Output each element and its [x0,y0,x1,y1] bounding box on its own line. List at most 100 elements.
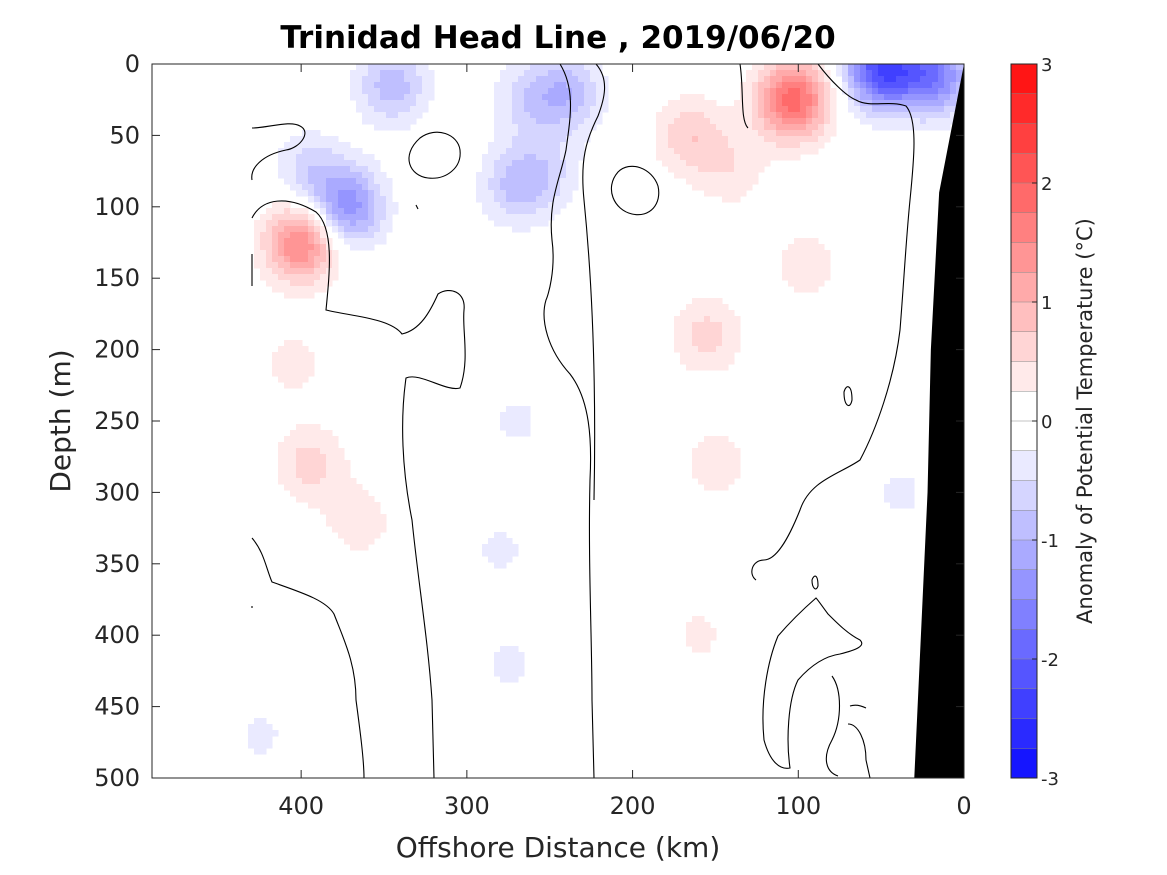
anomaly-cell [812,136,819,143]
anomaly-cell [290,460,297,467]
anomaly-cell [530,160,537,167]
anomaly-cell [542,70,549,77]
anomaly-cell [800,286,807,293]
anomaly-cell [356,514,363,521]
anomaly-cell [500,136,507,143]
anomaly-cell [404,112,411,119]
anomaly-cell [326,220,333,227]
anomaly-cell [404,70,411,77]
anomaly-cell [512,172,519,179]
anomaly-cell [686,304,693,311]
anomaly-cell [332,256,339,263]
anomaly-cell [674,328,681,335]
anomaly-cell [416,94,423,101]
anomaly-cell [554,160,561,167]
anomaly-cell [494,136,501,143]
anomaly-cell [800,130,807,137]
anomaly-cell [734,154,741,161]
anomaly-cell [668,160,675,167]
anomaly-cell [668,100,675,107]
anomaly-cell [536,94,543,101]
anomaly-cell [812,274,819,281]
anomaly-cell [872,112,879,119]
anomaly-cell [320,160,327,167]
anomaly-cell [710,160,717,167]
anomaly-cell [362,184,369,191]
anomaly-cell [506,190,513,197]
anomaly-cell [602,88,609,95]
anomaly-cell [686,142,693,149]
anomaly-cell [704,628,711,635]
anomaly-cell [410,112,417,119]
anomaly-cell [344,502,351,509]
anomaly-cell [278,268,285,275]
anomaly-cell [500,82,507,89]
anomaly-cell [266,274,273,281]
anomaly-cell [752,82,759,89]
anomaly-cell [860,118,867,125]
anomaly-cell [494,130,501,137]
anomaly-cell [812,94,819,101]
anomaly-cell [788,124,795,131]
anomaly-cell [728,340,735,347]
zero-contour [251,537,365,778]
anomaly-cell [332,250,339,257]
anomaly-cell [422,94,429,101]
anomaly-cell [524,118,531,125]
anomaly-cell [536,100,543,107]
anomaly-cell [692,334,699,341]
anomaly-cell [284,274,291,281]
colorbar-tick-label: -2 [1041,650,1059,671]
anomaly-cell [734,178,741,185]
anomaly-cell [284,214,291,221]
anomaly-cell [830,112,837,119]
anomaly-cell [818,100,825,107]
anomaly-cell [512,166,519,173]
anomaly-cell [362,196,369,203]
anomaly-cell [776,154,783,161]
anomaly-cell [326,202,333,209]
anomaly-cell [734,118,741,125]
anomaly-cell [506,118,513,125]
anomaly-cell [344,196,351,203]
anomaly-cell [722,454,729,461]
anomaly-cell [530,196,537,203]
anomaly-cell [404,118,411,125]
anomaly-cell [674,154,681,161]
anomaly-cell [866,76,873,83]
anomaly-cell [530,214,537,221]
anomaly-cell [368,178,375,185]
anomaly-cell [572,154,579,161]
anomaly-field [248,64,964,755]
anomaly-cell [692,622,699,629]
anomaly-cell [266,250,273,257]
anomaly-cell [494,100,501,107]
anomaly-cell [362,514,369,521]
anomaly-cell [308,184,315,191]
anomaly-cell [800,124,807,131]
anomaly-cell [716,328,723,335]
anomaly-cell [332,472,339,479]
anomaly-cell [320,496,327,503]
anomaly-cell [578,136,585,143]
anomaly-cell [710,124,717,131]
anomaly-cell [506,64,513,71]
anomaly-cell [806,76,813,83]
anomaly-cell [314,262,321,269]
anomaly-cell [308,436,315,443]
anomaly-cell [806,118,813,125]
anomaly-cell [368,214,375,221]
anomaly-cell [362,88,369,95]
colorbar-bin [1011,183,1037,214]
anomaly-cell [806,280,813,287]
anomaly-cell [314,130,321,137]
anomaly-cell [686,160,693,167]
anomaly-cell [758,76,765,83]
anomaly-cell [596,118,603,125]
anomaly-cell [338,184,345,191]
anomaly-cell [332,202,339,209]
anomaly-cell [290,166,297,173]
anomaly-cell [266,280,273,287]
anomaly-cell [524,94,531,101]
anomaly-cell [764,70,771,77]
